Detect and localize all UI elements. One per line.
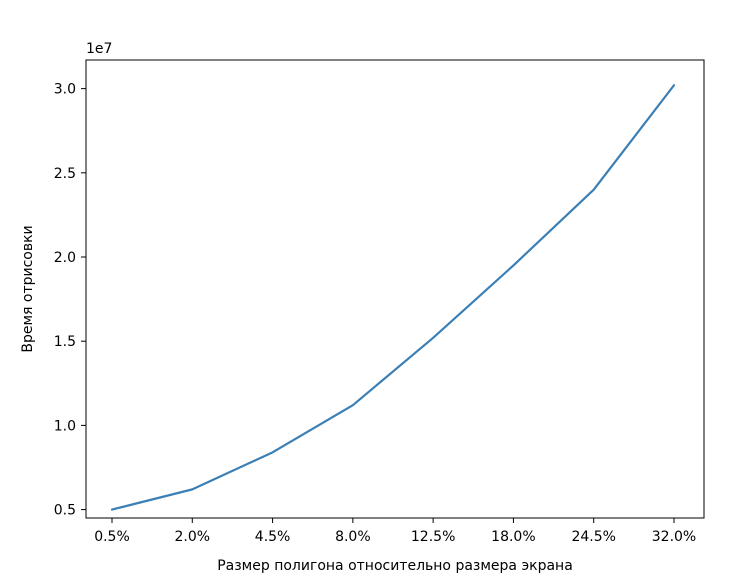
x-tick-label: 18.0% bbox=[491, 529, 535, 545]
y-offset-label: 1e7 bbox=[86, 41, 112, 57]
y-tick-label: 1.0 bbox=[54, 418, 76, 434]
y-tick-label: 2.5 bbox=[54, 166, 76, 182]
y-tick-label: 2.0 bbox=[54, 250, 76, 266]
x-tick-label: 24.5% bbox=[571, 529, 615, 545]
x-tick-label: 12.5% bbox=[411, 529, 455, 545]
series-layer bbox=[110, 84, 676, 511]
y-tick-label: 3.0 bbox=[54, 82, 76, 98]
y-axis-label: Время отрисовки bbox=[20, 225, 36, 352]
axes-frame bbox=[85, 59, 705, 519]
y-tick-label: 1.5 bbox=[54, 334, 76, 350]
x-axis-label: Размер полигона относительно размера экр… bbox=[217, 558, 573, 574]
x-tick-label: 4.5% bbox=[255, 529, 291, 545]
x-axis: 0.5% 2.0% 4.5% 8.0% 12.5% 18.0% 24.5% 32.0% bbox=[94, 518, 696, 545]
y-axis: 0.5 1.0 1.5 2.0 2.5 3.0 bbox=[54, 82, 86, 519]
series-line bbox=[110, 84, 676, 511]
x-tick-label: 0.5% bbox=[94, 529, 130, 545]
y-tick-label: 0.5 bbox=[54, 503, 76, 519]
x-tick-label: 32.0% bbox=[652, 529, 696, 545]
x-tick-label: 2.0% bbox=[174, 529, 210, 545]
x-tick-label: 8.0% bbox=[335, 529, 371, 545]
plot-area bbox=[85, 59, 705, 519]
